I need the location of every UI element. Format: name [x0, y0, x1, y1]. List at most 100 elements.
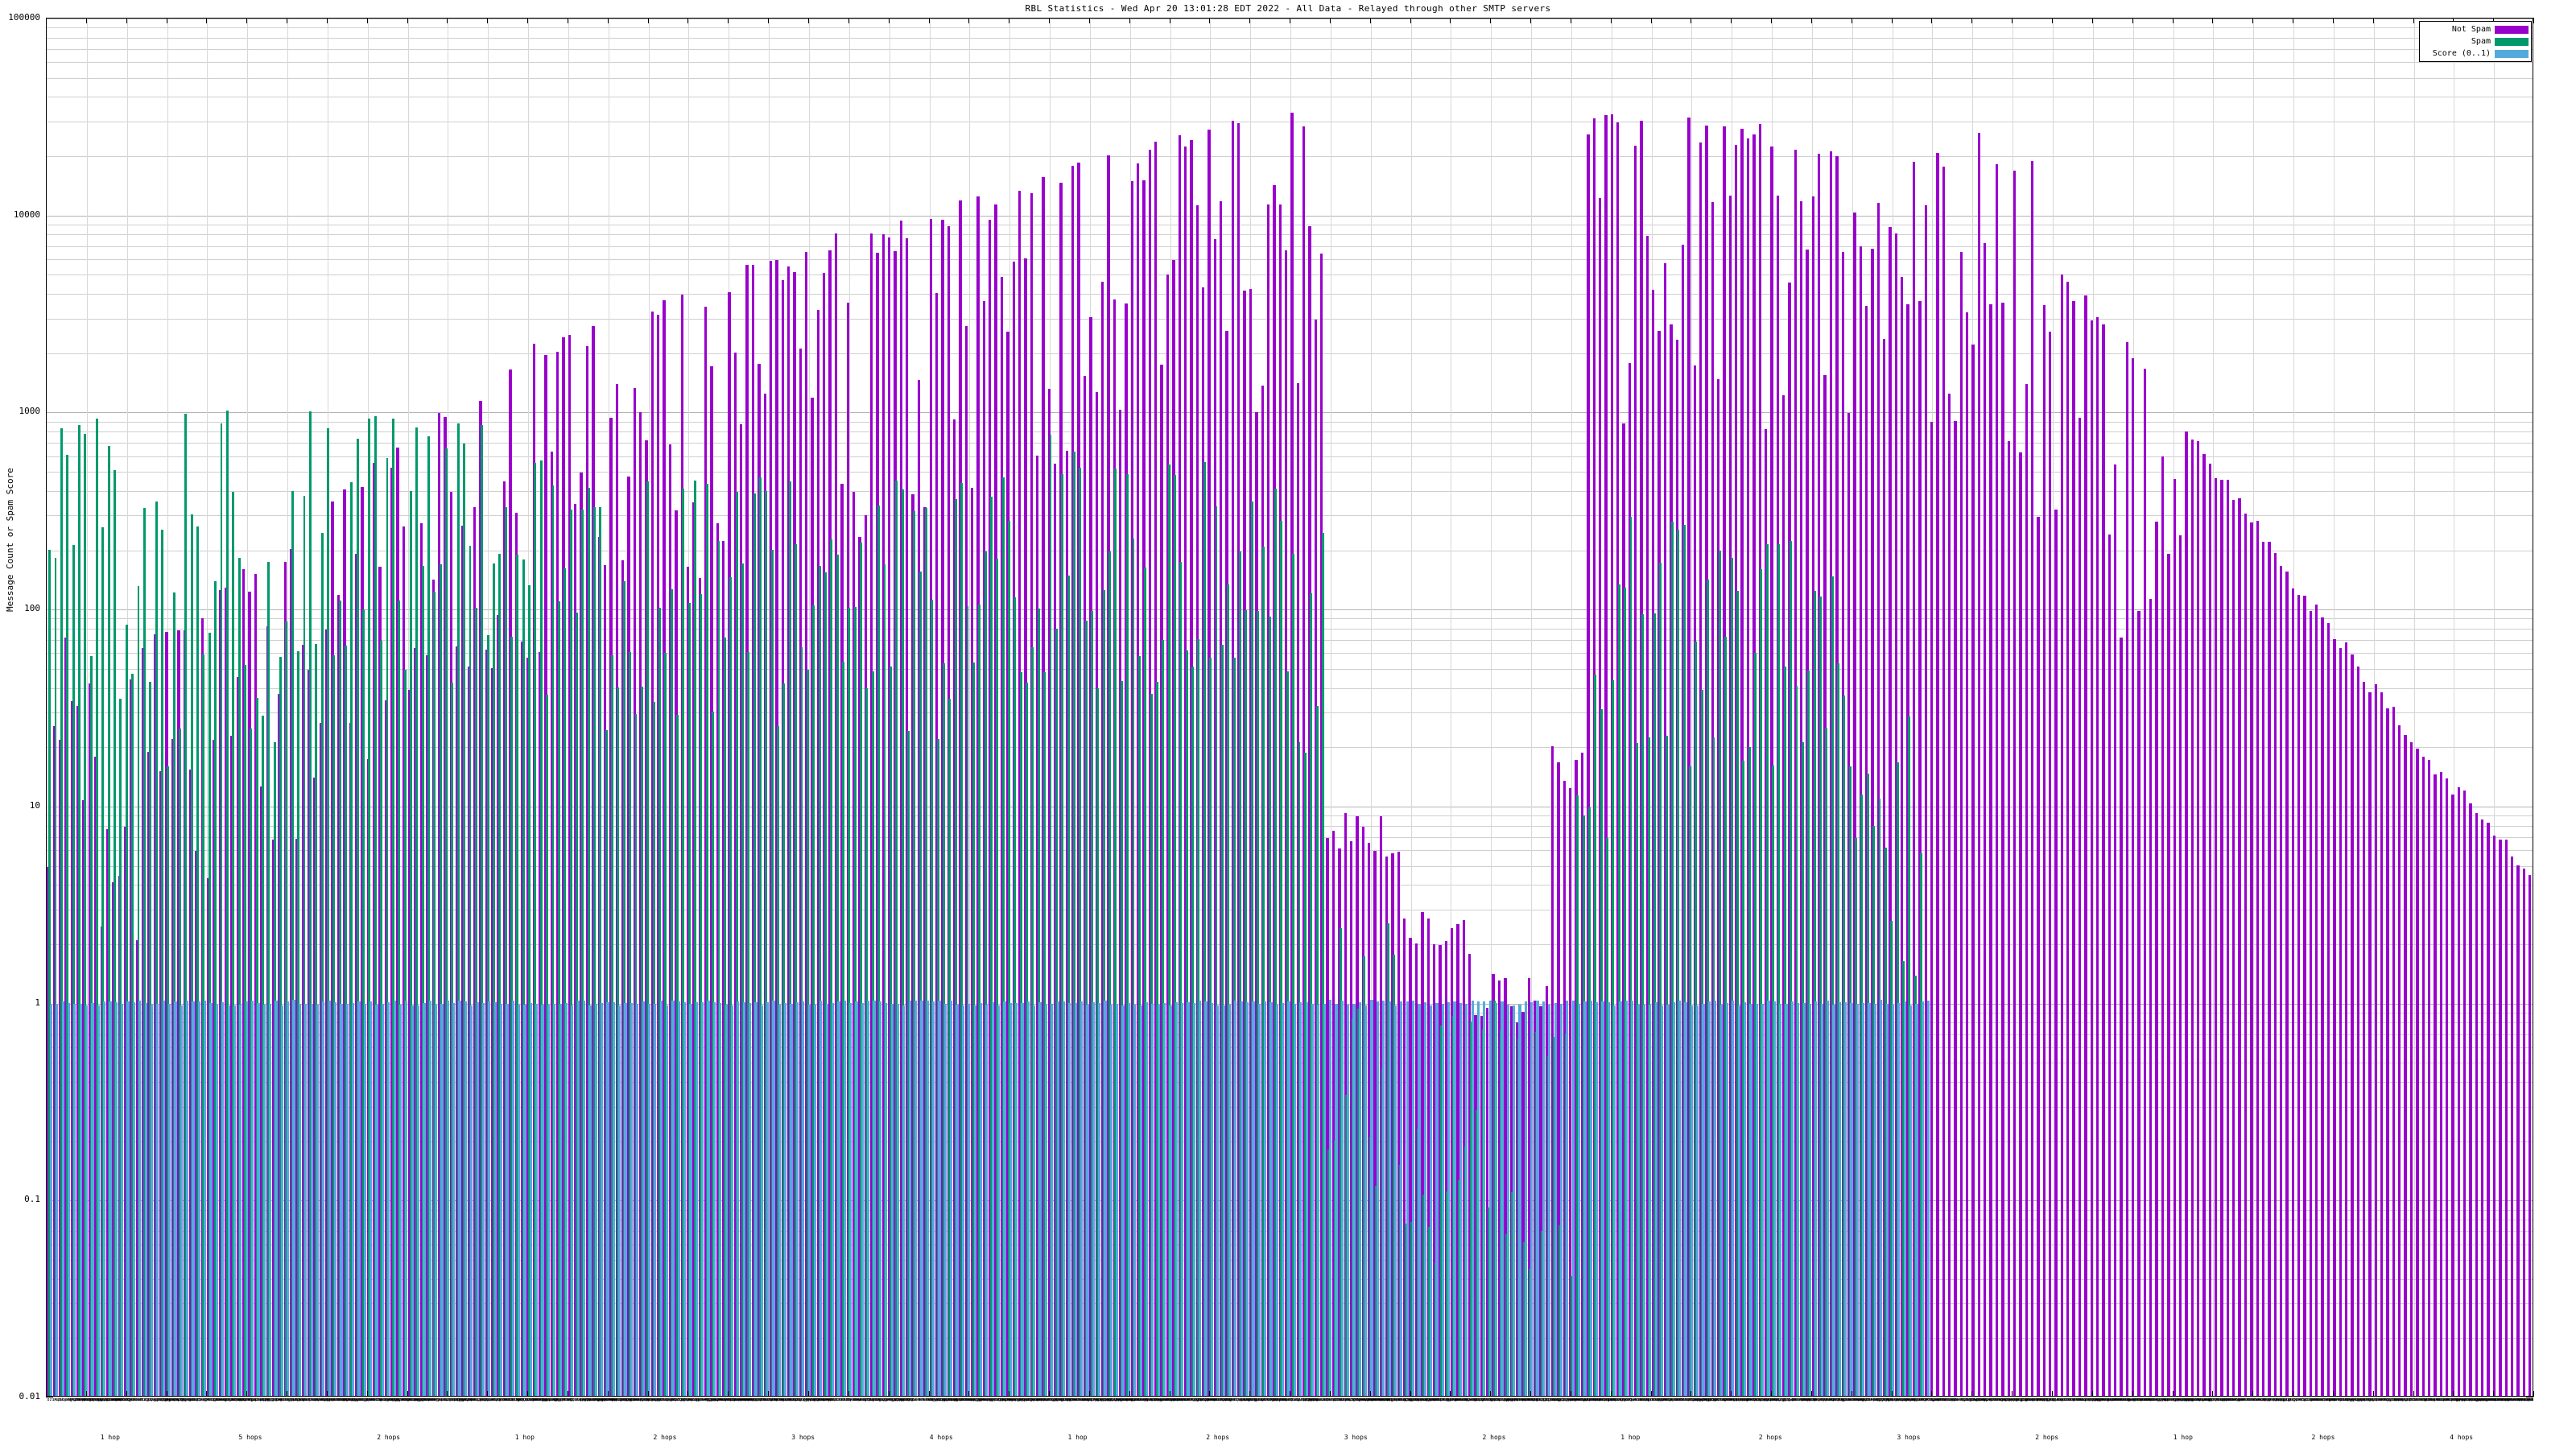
bar-spam [1659, 562, 1662, 1396]
bar-spam [646, 481, 650, 1396]
bar-not-spam [1829, 151, 1833, 1396]
bar-score [440, 1004, 444, 1396]
bar-spam [575, 613, 578, 1396]
bar-score [1868, 1002, 1871, 1396]
x-axis-tick-label: jd.tu.o5d35mtwcd53p- [2303, 1398, 2352, 1402]
bar-spam [338, 600, 341, 1396]
bar-not-spam [941, 219, 944, 1396]
bar-spam [243, 665, 246, 1396]
bar-not-spam [976, 196, 980, 1396]
x-axis-tick-label: v4nm..b.rne [497, 1398, 524, 1402]
bar-score [114, 1001, 118, 1396]
bar-not-spam [408, 690, 411, 1396]
bar-spam [1227, 584, 1230, 1396]
bar-score [73, 1003, 76, 1396]
x-axis-tick-label: kopiqklxcyqcr4d [473, 1398, 510, 1402]
bar-spam [1487, 1207, 1490, 1396]
bar-score [1347, 1005, 1350, 1396]
x-axis-tick-label: -h1l7ll6vsemsqwkzc [1664, 1398, 1708, 1402]
bar-not-spam [1687, 117, 1690, 1396]
bar-score [109, 1001, 112, 1396]
bar-score [1862, 1003, 1865, 1396]
x-axis-tick-mark [46, 1391, 47, 1397]
gridline-vertical [2253, 19, 2255, 1396]
x-axis-tick-mark [1771, 18, 1773, 23]
bar-score [1684, 1001, 1687, 1396]
bar-not-spam [1776, 196, 1779, 1396]
x-axis-tick-label: swyrld5vox6j9s-8fqc6 [823, 1398, 872, 1402]
legend-item-not-spam[interactable]: Not Spam [2420, 23, 2531, 35]
bar-not-spam [1859, 246, 1862, 1396]
bar-spam [202, 654, 205, 1396]
bar-score [405, 1001, 408, 1396]
bar-score [677, 1001, 680, 1396]
gridline-vertical [207, 19, 208, 1396]
x-axis-tick-mark [2332, 18, 2334, 23]
bar-spam [1629, 517, 1633, 1396]
bar-not-spam [2078, 417, 2082, 1396]
bar-not-spam [2155, 522, 2158, 1396]
x-axis-tick-mark [1410, 18, 1411, 23]
bar-not-spam [2326, 623, 2330, 1396]
x-axis-tick-label: xby71z3-bct3g.dsw2ub85r9 [76, 1398, 135, 1402]
bar-score [1335, 1003, 1338, 1396]
x-axis-tick-label: an9haosz6eco2reg9qjy9r [1373, 1398, 1427, 1402]
bar-not-spam [627, 476, 630, 1396]
legend-item-spam[interactable]: Spam [2420, 35, 2531, 47]
gridline-horizontal [47, 618, 2533, 620]
bar-spam [386, 457, 389, 1396]
bar-not-spam [840, 484, 844, 1396]
x-axis-tick-label: j0n5f7mvaavj.od [225, 1398, 262, 1402]
bar-not-spam [218, 589, 222, 1396]
x-axis-tick-mark [1810, 1391, 1812, 1397]
bar-not-spam [1118, 410, 1122, 1396]
bar-not-spam [1497, 980, 1501, 1396]
x-axis-tick-label: mi-7ddj3qba9op4hl1 [1954, 1398, 1998, 1402]
x-axis-tick-label: h-gwj2vdyfnsxg [539, 1398, 573, 1402]
bar-score [1068, 1002, 1071, 1396]
bar-not-spam [361, 486, 364, 1396]
bar-not-spam [1302, 126, 1306, 1396]
bar-score [1880, 1000, 1883, 1396]
x-axis-tick-label: cde6agdhq7anoln53nzes [1184, 1398, 1236, 1402]
bar-spam [694, 480, 696, 1396]
x-axis-tick-label: c2bwnghb2ak2vq [758, 1398, 792, 1402]
bar-score [1903, 1001, 1906, 1396]
gridline-horizontal [47, 712, 2533, 714]
bar-not-spam [1640, 120, 1643, 1396]
bar-spam [1410, 1221, 1414, 1396]
bar-score [1571, 1000, 1575, 1396]
bar-spam [830, 539, 833, 1396]
x-axis-tick-label: 3mjrbla9waev08-mvx0fmk [1018, 1398, 1072, 1402]
bar-not-spam [1426, 918, 1430, 1396]
x-axis-tick-label: ejo3nn6x470 [805, 1398, 832, 1402]
bar-not-spam [1237, 123, 1241, 1396]
bar-spam [581, 510, 584, 1396]
bar-score [1601, 1001, 1604, 1396]
x-axis-group-label: 2 hops [377, 1434, 401, 1441]
gridline-vertical [367, 19, 369, 1396]
bar-spam [1552, 1037, 1555, 1396]
bar-not-spam [1047, 388, 1051, 1396]
bar-score [499, 1003, 503, 1396]
bar-spam [1718, 551, 1721, 1396]
bar-spam [1635, 742, 1638, 1396]
x-axis-tick-label: cfxwe2yu0od6f7 [1350, 1398, 1385, 1402]
gridline-horizontal [47, 246, 2533, 247]
x-axis-tick-label: mvg1ly230h7jiiv8wlrshdj [728, 1398, 784, 1402]
bar-not-spam [2042, 304, 2046, 1396]
x-axis-tick-label: k-t4r59qv0-mubc7we-6 [1409, 1398, 1458, 1402]
bar-spam [1084, 621, 1088, 1396]
legend-item-score[interactable]: Score (0..1) [2420, 47, 2531, 60]
bar-not-spam [2427, 760, 2431, 1396]
bar-score [1328, 1000, 1332, 1396]
bar-spam [232, 492, 235, 1396]
x-axis-tick-label: ku.a6.sh74.bi4 [1231, 1398, 1266, 1402]
bar-spam [54, 557, 57, 1396]
bar-spam [160, 530, 163, 1396]
y-axis-tick-label: 100 [24, 603, 40, 614]
bar-spam [812, 605, 815, 1396]
bar-score [197, 1001, 200, 1396]
bar-score [1352, 1004, 1356, 1396]
bar-score [1873, 1004, 1877, 1396]
